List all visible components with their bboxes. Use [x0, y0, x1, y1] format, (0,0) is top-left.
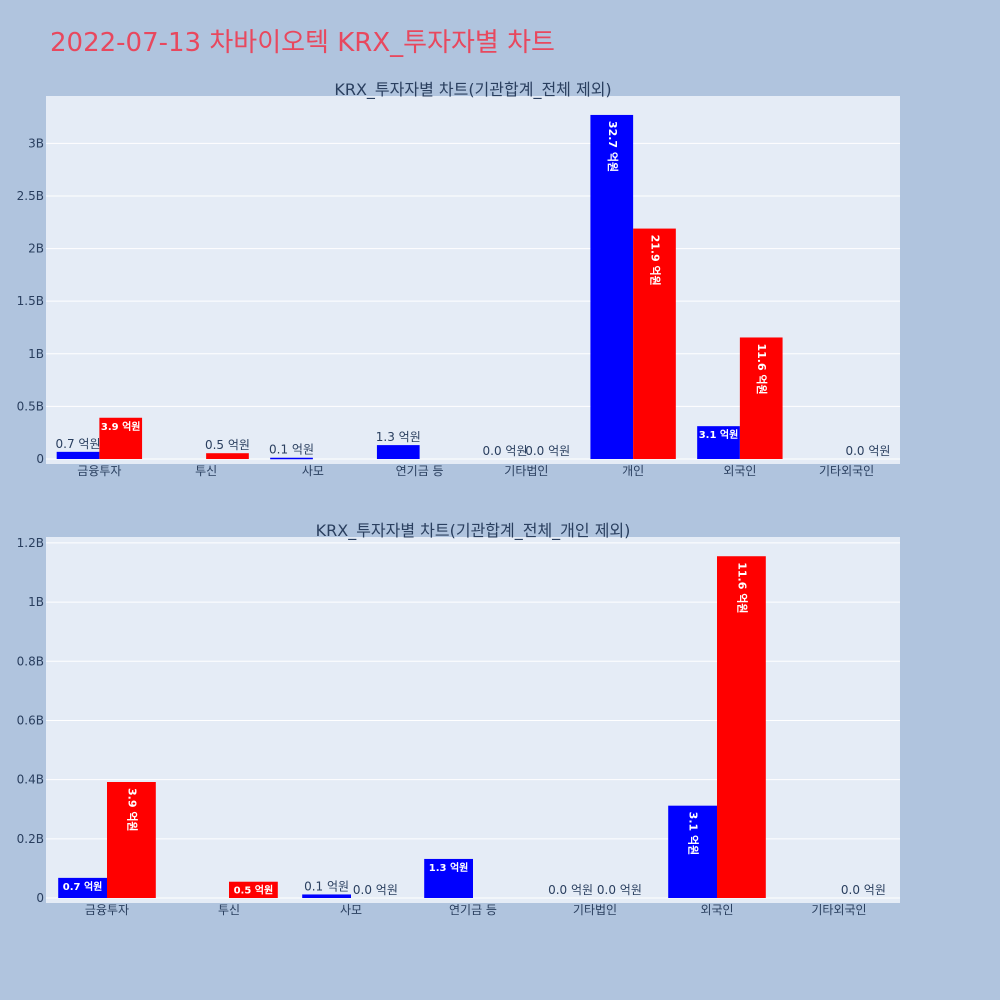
y-tick-label: 2B	[28, 242, 44, 256]
data-label: 11.6 억원	[735, 562, 749, 613]
data-label: 0.0 억원	[845, 444, 890, 458]
y-tick-label: 0	[36, 891, 44, 905]
bar	[206, 453, 249, 459]
bar	[56, 451, 100, 459]
x-tick-label: 외국인	[700, 903, 733, 917]
y-tick-label: 0.2B	[17, 832, 44, 846]
data-label: 0.5 억원	[234, 884, 274, 897]
data-label: 3.1 억원	[687, 812, 701, 856]
y-tick-label: 3B	[28, 136, 44, 150]
y-tick-label: 0.5B	[17, 399, 44, 413]
data-label: 0.5 억원	[205, 438, 250, 452]
chart-title: KRX_투자자별 차트(기관합계_전체 제외)	[334, 80, 611, 100]
data-label: 0.0 억원	[548, 883, 593, 897]
bar	[739, 337, 783, 459]
data-label: 3.9 억원	[125, 788, 139, 832]
bar	[229, 881, 278, 898]
chart-title: KRX_투자자별 차트(기관합계_전체_개인 제외)	[316, 521, 631, 541]
x-tick-label: 기타법인	[504, 464, 548, 478]
y-tick-label: 1B	[28, 347, 44, 361]
y-tick-label: 1.5B	[17, 294, 44, 308]
bar	[376, 445, 420, 459]
x-tick-label: 사모	[302, 464, 324, 478]
x-tick-label: 기타외국인	[811, 903, 866, 917]
data-label: 0.0 억원	[525, 444, 570, 458]
data-label: 3.9 억원	[101, 420, 141, 433]
x-tick-label: 기타법인	[573, 903, 617, 917]
y-tick-label: 1.2B	[17, 536, 44, 550]
x-tick-label: 개인	[622, 464, 644, 478]
x-tick-label: 투신	[195, 464, 217, 478]
data-label: 32.7 억원	[606, 121, 620, 172]
data-label: 0.0 억원	[841, 883, 886, 897]
y-tick-label: 0.8B	[17, 654, 44, 668]
data-label: 0.1 억원	[304, 879, 349, 893]
data-label: 1.3 억원	[429, 861, 469, 874]
data-label: 21.9 억원	[648, 235, 662, 286]
y-tick-label: 2.5B	[17, 189, 44, 203]
bar	[270, 457, 313, 460]
x-tick-label: 사모	[340, 903, 362, 917]
y-tick-label: 0.4B	[17, 773, 44, 787]
y-tick-label: 0	[36, 452, 44, 466]
x-tick-label: 외국인	[723, 464, 756, 478]
y-tick-label: 1B	[28, 595, 44, 609]
x-tick-label: 연기금 등	[396, 464, 444, 478]
bar	[697, 426, 740, 459]
bar	[99, 417, 143, 459]
bar	[717, 556, 766, 898]
data-label: 0.0 억원	[353, 883, 398, 897]
page-title: 2022-07-13 차바이오텍 KRX_투자자별 차트	[50, 28, 555, 58]
data-label: 0.0 억원	[597, 883, 642, 897]
y-tick-label: 0.6B	[17, 713, 44, 727]
x-tick-label: 금융투자	[77, 464, 121, 478]
bar	[107, 782, 156, 898]
x-tick-label: 기타외국인	[819, 464, 874, 478]
bar	[668, 805, 717, 898]
bar	[58, 877, 107, 898]
data-label: 0.1 억원	[269, 443, 314, 457]
bar	[590, 114, 634, 459]
x-tick-label: 연기금 등	[449, 903, 497, 917]
data-label: 0.0 억원	[483, 444, 528, 458]
bar	[424, 858, 473, 898]
data-label: 0.7 억원	[63, 880, 103, 893]
bar	[302, 894, 351, 898]
data-label: 3.1 억원	[699, 428, 739, 441]
x-tick-label: 금융투자	[85, 903, 129, 917]
data-label: 0.7 억원	[56, 437, 101, 451]
bar	[633, 228, 676, 459]
chart-1: 0 0.5B 1B 1.5B 2B 2.5B 3B KRX_투자자별 차트(기관합계_전체 제…	[17, 80, 900, 478]
chart-2: 0 0.2B 0.4B 0.6B 0.8B 1B 1.2B KRX_투자자별 차트(기관합계_…	[17, 521, 900, 917]
x-tick-label: 투신	[218, 903, 240, 917]
data-label: 11.6 억원	[755, 343, 769, 394]
data-label: 1.3 억원	[376, 430, 421, 444]
